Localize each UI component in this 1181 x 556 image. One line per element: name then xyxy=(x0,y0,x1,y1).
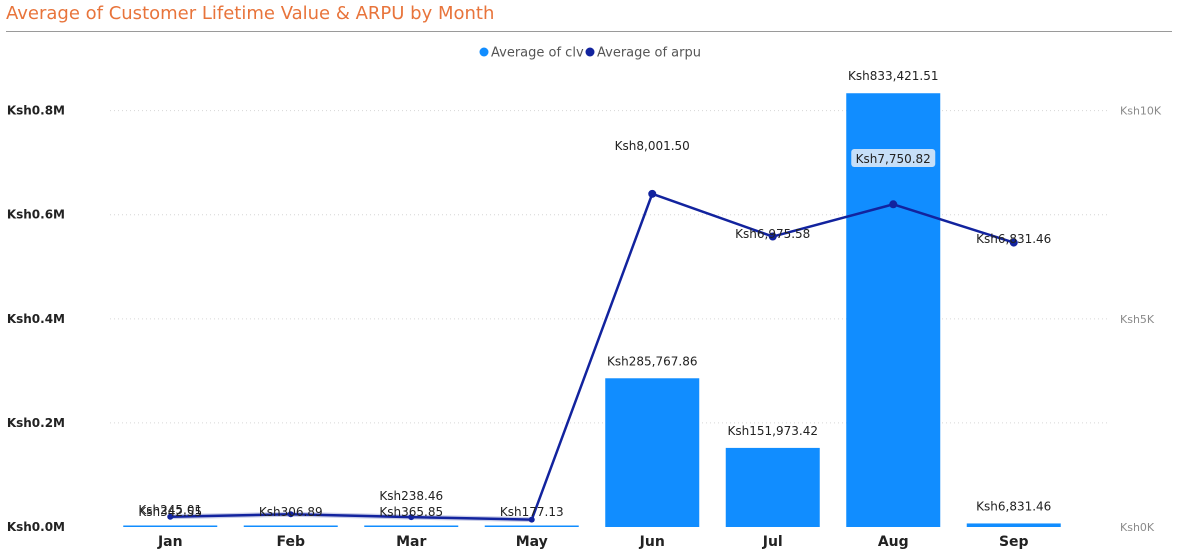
bar-clv[interactable] xyxy=(364,525,459,528)
data-label-arpu: Ksh238.46 xyxy=(379,489,443,503)
bar-clv[interactable] xyxy=(725,447,820,527)
x-axis-tick-label: Jun xyxy=(639,534,665,550)
data-label-highlight xyxy=(851,149,936,167)
bar-clv[interactable] xyxy=(605,378,700,527)
legend-marker-clv[interactable] xyxy=(479,47,489,57)
data-label-arpu: Ksh7,750.82 xyxy=(856,152,931,166)
y-axis-left-tick-label: Ksh0.6M xyxy=(7,208,65,222)
bar-clv[interactable] xyxy=(123,525,218,528)
y-axis-right-tick-label: Ksh5K xyxy=(1120,313,1155,326)
bar-clv[interactable] xyxy=(484,525,579,528)
data-label-arpu: Ksh6,975.58 xyxy=(735,227,810,241)
point-arpu[interactable] xyxy=(408,514,415,521)
x-axis-tick-label: May xyxy=(516,534,548,550)
x-axis-tick-label: Jan xyxy=(157,534,183,550)
point-arpu[interactable] xyxy=(1009,238,1018,247)
bar-clv[interactable] xyxy=(243,525,338,528)
bar-clv[interactable] xyxy=(966,523,1061,527)
y-axis-left-tick-label: Ksh0.8M xyxy=(7,104,65,118)
data-label-clv: Ksh6,831.46 xyxy=(976,499,1051,513)
data-label-arpu: Ksh6,831.46 xyxy=(976,232,1051,246)
point-arpu[interactable] xyxy=(768,232,777,241)
data-label-clv: Ksh285,767.86 xyxy=(607,354,697,368)
y-axis-right-tick-label: Ksh10K xyxy=(1120,105,1162,118)
data-label-clv: Ksh306.89 xyxy=(259,505,323,519)
data-label-clv: Ksh151,973.42 xyxy=(728,424,818,438)
x-axis-tick-label: Sep xyxy=(999,534,1029,550)
point-arpu[interactable] xyxy=(287,511,294,518)
line-arpu[interactable] xyxy=(170,192,1015,521)
chart-title: Average of Customer Lifetime Value & ARP… xyxy=(6,3,495,24)
legend-label-clv: Average of clv xyxy=(491,46,584,61)
x-axis-tick-label: Feb xyxy=(276,534,305,550)
point-arpu[interactable] xyxy=(889,200,898,209)
data-label-clv: Ksh833,421.51 xyxy=(848,69,938,83)
title-divider xyxy=(6,31,1172,32)
data-label-clv: Ksh342.55 xyxy=(138,505,202,519)
point-arpu[interactable] xyxy=(167,513,174,520)
y-axis-left-tick-label: Ksh0.2M xyxy=(7,416,65,430)
y-axis-left-tick-label: Ksh0.4M xyxy=(7,312,65,326)
y-axis-right-tick-label: Ksh0K xyxy=(1120,521,1155,534)
legend-label-arpu: Average of arpu xyxy=(597,46,701,61)
x-axis-tick-label: Aug xyxy=(878,534,909,550)
legend-marker-arpu[interactable] xyxy=(585,47,595,57)
x-axis-tick-label: Mar xyxy=(396,534,426,550)
data-label-arpu: Ksh8,001.50 xyxy=(615,139,690,153)
data-label-clv: Ksh177.13 xyxy=(500,505,564,519)
data-label-clv: Ksh365.85 xyxy=(379,505,443,519)
point-arpu[interactable] xyxy=(648,189,657,198)
point-arpu[interactable] xyxy=(528,516,535,523)
y-axis-left-tick-label: Ksh0.0M xyxy=(7,520,65,534)
data-label-arpu: Ksh245.01 xyxy=(138,503,202,517)
x-axis-tick-label: Jul xyxy=(762,534,783,550)
